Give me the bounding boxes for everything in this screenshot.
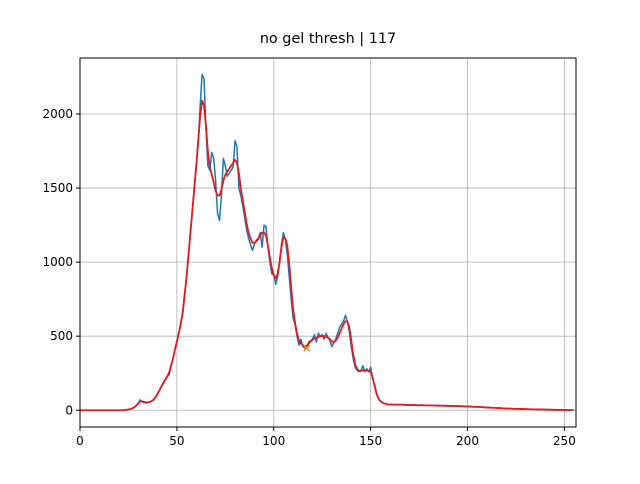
plot-area <box>80 73 575 412</box>
y-tick-label: 1500 <box>42 181 73 195</box>
x-tick-label: 150 <box>359 434 382 448</box>
threshold-marker <box>303 344 311 352</box>
x-tick-label: 50 <box>169 434 184 448</box>
y-tick-label: 1000 <box>42 255 73 269</box>
line-series <box>80 99 573 412</box>
x-tick-label: 0 <box>76 434 84 448</box>
ticks: 0 50 100 150 200 250 0 500 1000 1500 2000 <box>42 107 575 448</box>
x-tick-label: 250 <box>553 434 576 448</box>
y-tick-label: 0 <box>65 403 73 417</box>
x-tick-label: 200 <box>456 434 479 448</box>
y-tick-label: 500 <box>50 329 73 343</box>
grid <box>79 58 576 427</box>
chart-title: no gel thresh | 117 <box>260 31 396 47</box>
y-tick-label: 2000 <box>42 107 73 121</box>
axes-frame <box>79 57 577 428</box>
x-tick-label: 100 <box>262 434 285 448</box>
